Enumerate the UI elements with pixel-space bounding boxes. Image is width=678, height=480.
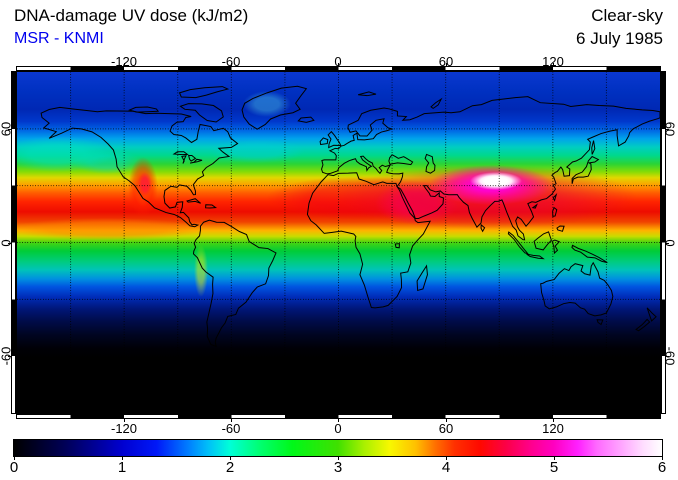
colorbar-tick [122,457,123,460]
axis-tick [666,356,669,357]
axis-tick [124,419,125,422]
lon-tick-label-top: 120 [542,54,564,69]
lon-tick-label-bottom: 60 [438,421,454,436]
source-label: MSR - KNMI [14,30,104,47]
lon-tick-label-top: -60 [221,54,241,69]
plot-title: DNA-damage UV dose (kJ/m2) [14,6,249,25]
lon-tick-label-top: 60 [438,54,454,69]
colorbar-tick [230,457,231,460]
axis-tick [666,129,669,130]
condition-label: Clear-sky [591,6,663,25]
axis-tick [446,63,447,66]
colorbar-tick [554,457,555,460]
axis-tick [338,419,339,422]
lon-tick-label-bottom: -120 [110,421,138,436]
axis-tick [231,63,232,66]
lon-tick-label-bottom: -60 [221,421,241,436]
axis-tick [446,419,447,422]
frame-bar-bottom [16,414,661,419]
coastlines [41,86,660,346]
world-uv-heatmap [16,71,661,414]
axis-tick [231,419,232,422]
axis-tick [8,129,11,130]
axis-tick [553,419,554,422]
colorbar-label: 2 [225,459,235,476]
colorbar-tick [446,457,447,460]
colorbar-tick [338,457,339,460]
graticule [17,72,660,413]
frame-bar-right [661,71,666,414]
frame-bar-top [16,66,661,71]
colorbar-label: 4 [441,459,451,476]
map-overlay [17,72,660,413]
colorbar-label: 0 [9,459,19,476]
colorbar-label: 3 [333,459,343,476]
colorbar-label: 1 [117,459,127,476]
axis-tick [124,63,125,66]
axis-tick [553,63,554,66]
date-label: 6 July 1985 [576,29,663,48]
colorbar-label: 5 [549,459,559,476]
axis-tick [8,356,11,357]
frame-bar-left [11,71,16,414]
axis-tick [338,63,339,66]
axis-tick [666,243,669,244]
colorbar-tick [14,457,15,460]
colorbar-label: 6 [657,459,667,476]
lon-tick-label-bottom: 0 [334,421,342,436]
lon-tick-label-top: -120 [110,54,138,69]
axis-tick [8,243,11,244]
colorbar-tick [662,457,663,460]
colorbar [13,439,663,457]
lon-tick-label-top: 0 [334,54,342,69]
lon-tick-label-bottom: 120 [542,421,564,436]
